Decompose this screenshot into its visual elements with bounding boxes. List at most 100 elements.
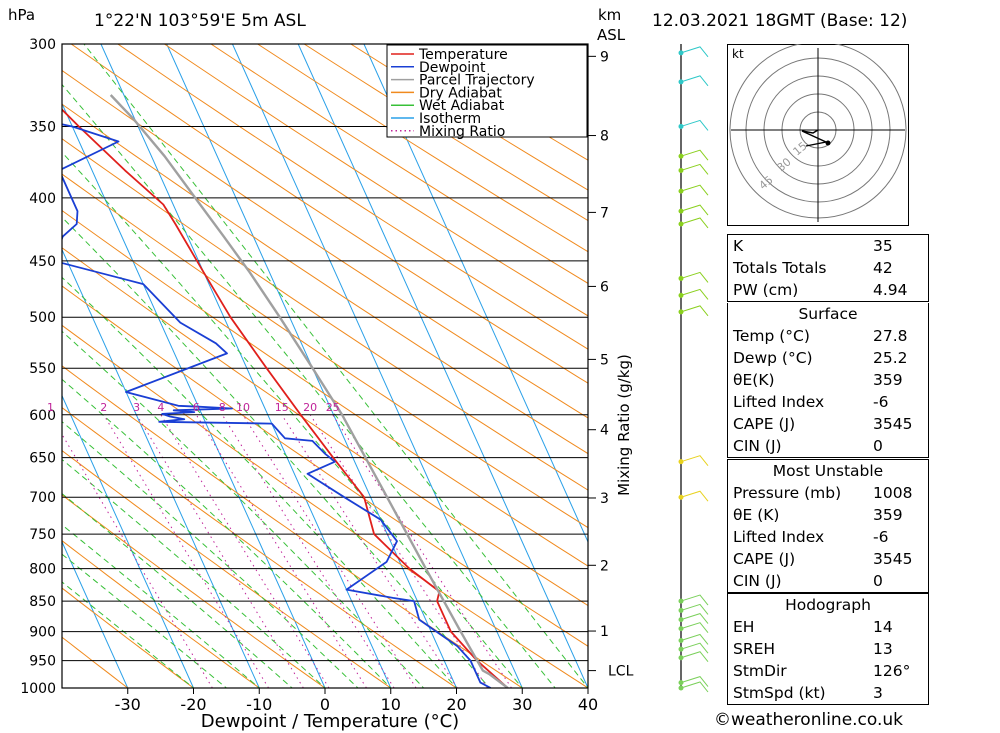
mixing-ratio-label: 6 (193, 401, 200, 414)
km-tick-label: 7 (600, 205, 609, 221)
index-key: Totals Totals (733, 259, 827, 277)
pressure-tick-label: 400 (29, 191, 56, 207)
legend-label: Temperature (418, 47, 508, 63)
mixing-ratio-label: 3 (133, 401, 140, 414)
mixing-ratio-label: 25 (326, 401, 340, 414)
km-tick-label: 2 (600, 558, 609, 574)
most-unstable-row: CAPE (J) 3545 (728, 548, 928, 570)
wind-barb (680, 633, 709, 645)
isotherm-line (231, 44, 523, 688)
isotherm-line (62, 102, 326, 688)
hodograph-index-value: 14 (873, 618, 893, 636)
most-unstable-value: 1008 (873, 484, 913, 502)
surface-value: -6 (873, 393, 889, 411)
surface-key: Dewp (°C) (733, 349, 813, 367)
wind-barb (680, 455, 709, 466)
surface-key: Lifted Index (733, 393, 825, 411)
hodograph-index-key: StmDir (733, 662, 787, 680)
index-key: PW (cm) (733, 281, 799, 299)
surface-value: 25.2 (873, 349, 908, 367)
index-value: 42 (873, 259, 893, 277)
km-tick-label: 9 (600, 49, 609, 65)
wind-barb (680, 204, 709, 216)
hodograph-index-row: StmDir 126° (728, 660, 928, 682)
most-unstable-row: Lifted Index -6 (728, 526, 928, 548)
surface-title: Surface (798, 305, 858, 323)
surface-key: Temp (°C) (733, 327, 810, 345)
surface-row: θE(K) 359 (728, 369, 928, 391)
wind-barb (680, 46, 709, 58)
km-tick-label: 6 (600, 279, 609, 295)
wind-barb (680, 594, 709, 606)
hodograph-index-key: EH (733, 618, 755, 636)
hodograph-index-value: 13 (873, 640, 893, 658)
x-axis-label: Dewpoint / Temperature (°C) (201, 711, 459, 732)
x-tick-label: -30 (115, 695, 141, 714)
most-unstable-key: Pressure (mb) (733, 484, 842, 502)
hodograph-panel: Hodograph EH 14 SREH 13 StmDir 126° StmSpd (kt)… (727, 593, 929, 705)
dry-adiabat-line (349, 44, 588, 191)
pressure-tick-label: 1000 (20, 681, 56, 697)
dry-adiabat-line (62, 450, 392, 688)
most-unstable-key: θE (K) (733, 506, 780, 524)
pressure-unit: hPa (8, 6, 36, 24)
index-row: PW (cm) 4.94 (728, 279, 928, 301)
wind-barb (680, 75, 709, 87)
pressure-tick-label: 500 (29, 310, 56, 326)
most-unstable-title: Most Unstable (772, 462, 884, 480)
pressure-tick-label: 350 (29, 119, 56, 135)
pressure-tick-label: 550 (29, 361, 56, 377)
surface-key: CAPE (J) (733, 415, 796, 433)
wind-barb (680, 681, 709, 693)
wind-barb (680, 490, 709, 502)
dry-adiabat-line (256, 44, 588, 253)
wet-adiabat-line (83, 44, 588, 688)
mixing-ratio-label: 4 (157, 401, 164, 414)
legend-label: Isotherm (419, 111, 481, 127)
dry-adiabat-line (62, 636, 129, 688)
mixing-ratio-line (103, 414, 270, 688)
mixing-ratio-line (136, 414, 304, 688)
most-unstable-key: Lifted Index (733, 528, 825, 546)
parcel-trajectory-profile (109, 94, 509, 688)
wind-barb (680, 149, 709, 161)
legend-label: Dry Adiabat (419, 85, 502, 101)
x-tick-label: 30 (512, 695, 532, 714)
dry-adiabat-line (116, 44, 588, 350)
most-unstable-row: Pressure (mb) 1008 (728, 482, 928, 504)
wind-barb (680, 184, 709, 196)
x-tick-label: 0 (320, 695, 330, 714)
x-tick-label: 40 (578, 695, 598, 714)
hodograph-index-value: 3 (873, 684, 883, 702)
isotherm-line (62, 540, 129, 688)
copyright: ©weatheronline.co.uk (714, 710, 904, 730)
wind-barb (680, 613, 709, 624)
wind-barb (680, 119, 709, 131)
km-tick-label: LCL (608, 664, 634, 680)
wind-barb (680, 271, 709, 283)
x-tick-label: 10 (381, 695, 401, 714)
indices-top-panel: K 35 Totals Totals 42 PW (cm) 4.94 (727, 234, 929, 302)
x-tick-label: 20 (446, 695, 466, 714)
km-tick-label: 4 (600, 423, 609, 439)
hodograph-index-row: EH 14 (728, 616, 928, 638)
hodograph-index-row: SREH 13 (728, 638, 928, 660)
most-unstable-value: 359 (873, 506, 903, 524)
most-unstable-key: CAPE (J) (733, 550, 796, 568)
most-unstable-row: CIN (J) 0 (728, 570, 928, 592)
dry-adiabat-line (210, 44, 588, 284)
wind-barb (680, 676, 709, 687)
pressure-tick-label: 300 (29, 37, 56, 53)
surface-row: CAPE (J) 3545 (728, 413, 928, 435)
wet-adiabat-line (62, 492, 293, 688)
mixing-ratio-label: 15 (275, 401, 289, 414)
surface-row: Temp (°C) 27.8 (728, 325, 928, 347)
legend-label: Wet Adiabat (419, 98, 505, 114)
mixing-ratio-line (195, 414, 367, 688)
dry-adiabat-line (62, 103, 588, 455)
most-unstable-panel: Most Unstable Pressure (mb) 1008 θE (K) 359 L… (727, 459, 929, 593)
hodograph-unit: kt (732, 47, 744, 61)
dewpoint-profile (62, 123, 492, 688)
mixing-ratio-label: 10 (236, 401, 250, 414)
